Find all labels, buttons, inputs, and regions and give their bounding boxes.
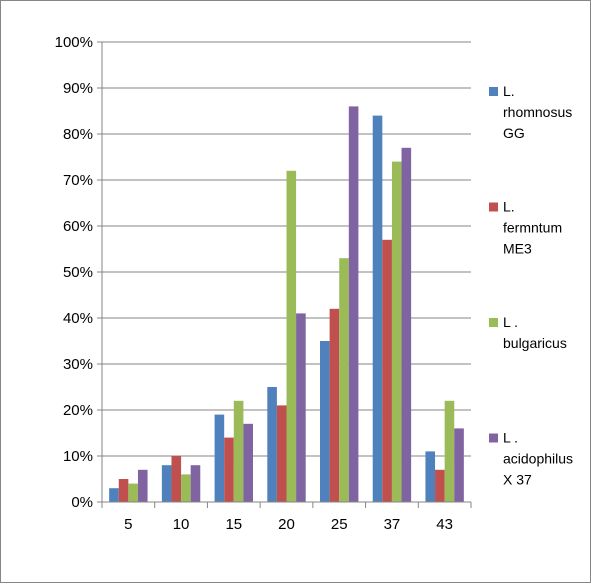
y-tick-label: 50% — [63, 264, 93, 281]
x-tick-label: 5 — [124, 516, 132, 533]
bar — [329, 308, 340, 502]
bar — [454, 428, 464, 502]
y-tick-label: 10% — [63, 448, 93, 465]
x-tick-label: 43 — [436, 516, 453, 533]
bar — [128, 483, 138, 502]
x-tick-label: 20 — [278, 516, 295, 533]
legend-swatch — [489, 202, 498, 212]
bar — [296, 313, 306, 502]
bar — [233, 400, 244, 502]
bar — [391, 161, 402, 502]
y-tick-label: 100% — [55, 34, 93, 51]
bar — [348, 106, 359, 503]
y-tick-label: 30% — [63, 356, 93, 373]
bar — [190, 465, 201, 502]
y-tick-label: 20% — [63, 402, 93, 419]
y-tick-label: 0% — [71, 494, 93, 511]
legend-label: L . bulgaricus — [503, 314, 567, 351]
y-tick-label: 40% — [63, 310, 93, 327]
y-tick-label: 80% — [63, 126, 93, 143]
x-tick-label: 15 — [225, 516, 242, 533]
bar — [267, 387, 277, 502]
bar — [286, 170, 297, 503]
y-tick-label: 90% — [63, 80, 93, 97]
bar — [181, 474, 191, 502]
bar — [243, 423, 253, 502]
x-tick-label: 10 — [173, 516, 190, 533]
bar — [214, 414, 225, 502]
legend-label: L . acidophilus X 37 — [503, 430, 573, 488]
bar — [425, 451, 436, 502]
bar — [118, 479, 129, 502]
bar — [161, 465, 172, 502]
bar — [444, 400, 455, 502]
bar — [171, 456, 182, 502]
y-tick-label: 70% — [63, 172, 93, 189]
legend-label: L. fermntum ME3 — [503, 199, 562, 257]
x-tick-label: 25 — [331, 516, 348, 533]
bar — [435, 469, 445, 502]
bar — [137, 469, 148, 502]
bar — [224, 437, 234, 502]
y-axis-tick-labels: 0% 10% 20% 30% 40% 50% 60% 70% 80% 90% 100% — [55, 34, 93, 511]
legend-swatch — [489, 318, 498, 327]
bar — [372, 115, 383, 502]
y-tick-label: 60% — [63, 218, 93, 235]
bar — [320, 341, 330, 502]
bar — [339, 258, 349, 502]
x-tick-label: 37 — [384, 516, 401, 533]
bar — [109, 488, 119, 502]
bar — [276, 405, 287, 502]
legend-swatch — [489, 87, 498, 96]
bar — [382, 239, 392, 503]
legend: L. rhomnosus GG L. fermntum ME3 L . bulgaricus L… — [489, 83, 573, 488]
bar — [401, 147, 412, 503]
x-axis-tick-labels: 5 10 15 20 25 37 43 — [124, 516, 453, 533]
bars — [109, 106, 464, 503]
legend-swatch — [489, 433, 498, 443]
axes — [97, 41, 472, 508]
legend-label: L. rhomnosus GG — [503, 83, 572, 141]
